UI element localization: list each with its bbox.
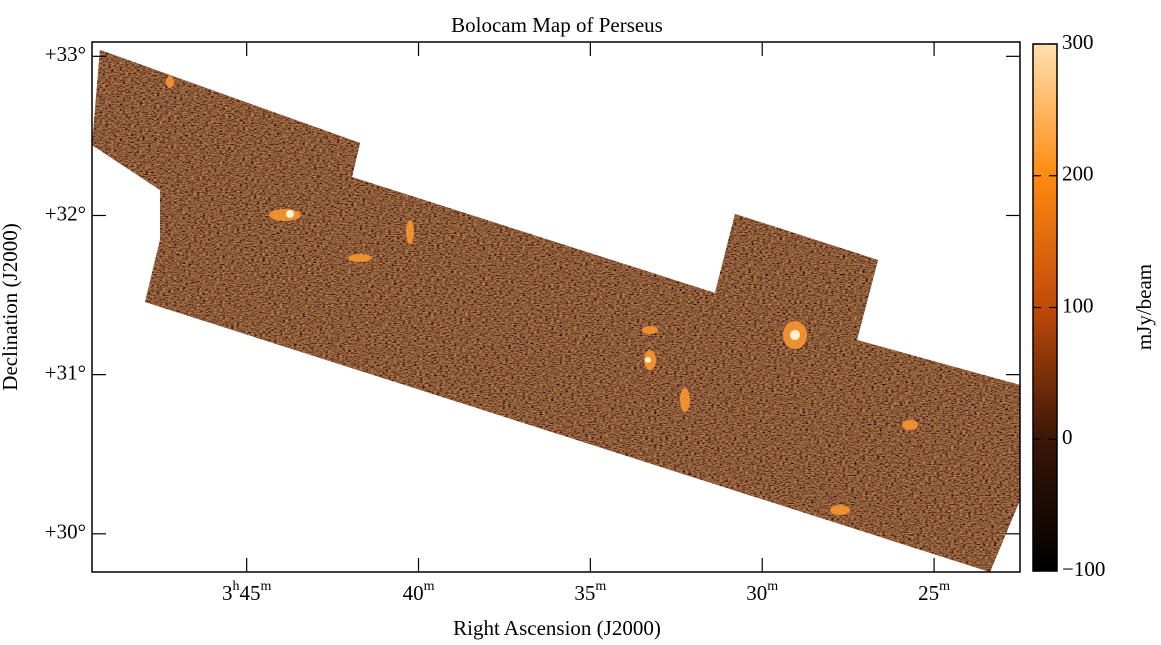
x-axis-label: Right Ascension (J2000) — [453, 616, 661, 640]
colorbar-tick-label: 300 — [1062, 30, 1094, 54]
x-tick-label: 40m — [403, 579, 435, 605]
x-tick-label: 25m — [918, 579, 950, 605]
y-tick-label: +31° — [45, 360, 86, 384]
plot-frame — [91, 41, 1021, 573]
chart-title: Bolocam Map of Perseus — [451, 13, 663, 37]
colorbar-label: mJy/beam — [1132, 264, 1156, 350]
x-tick-label: 3h45m — [222, 579, 272, 605]
map-image — [92, 50, 1020, 572]
x-tick-label: 35m — [574, 579, 606, 605]
y-tick-label: +32° — [45, 201, 86, 225]
colorbar-tick-label: −100 — [1062, 557, 1105, 581]
colorbar-tick-label: 100 — [1062, 293, 1094, 317]
y-tick-label: +30° — [45, 520, 86, 544]
colorbar-tick-label: 0 — [1062, 425, 1073, 449]
colorbar-tick-label: 200 — [1062, 162, 1094, 186]
x-tick-label: 30m — [746, 579, 778, 605]
y-tick-label: +33° — [45, 42, 86, 66]
y-axis-label: Declination (J2000) — [0, 223, 22, 390]
